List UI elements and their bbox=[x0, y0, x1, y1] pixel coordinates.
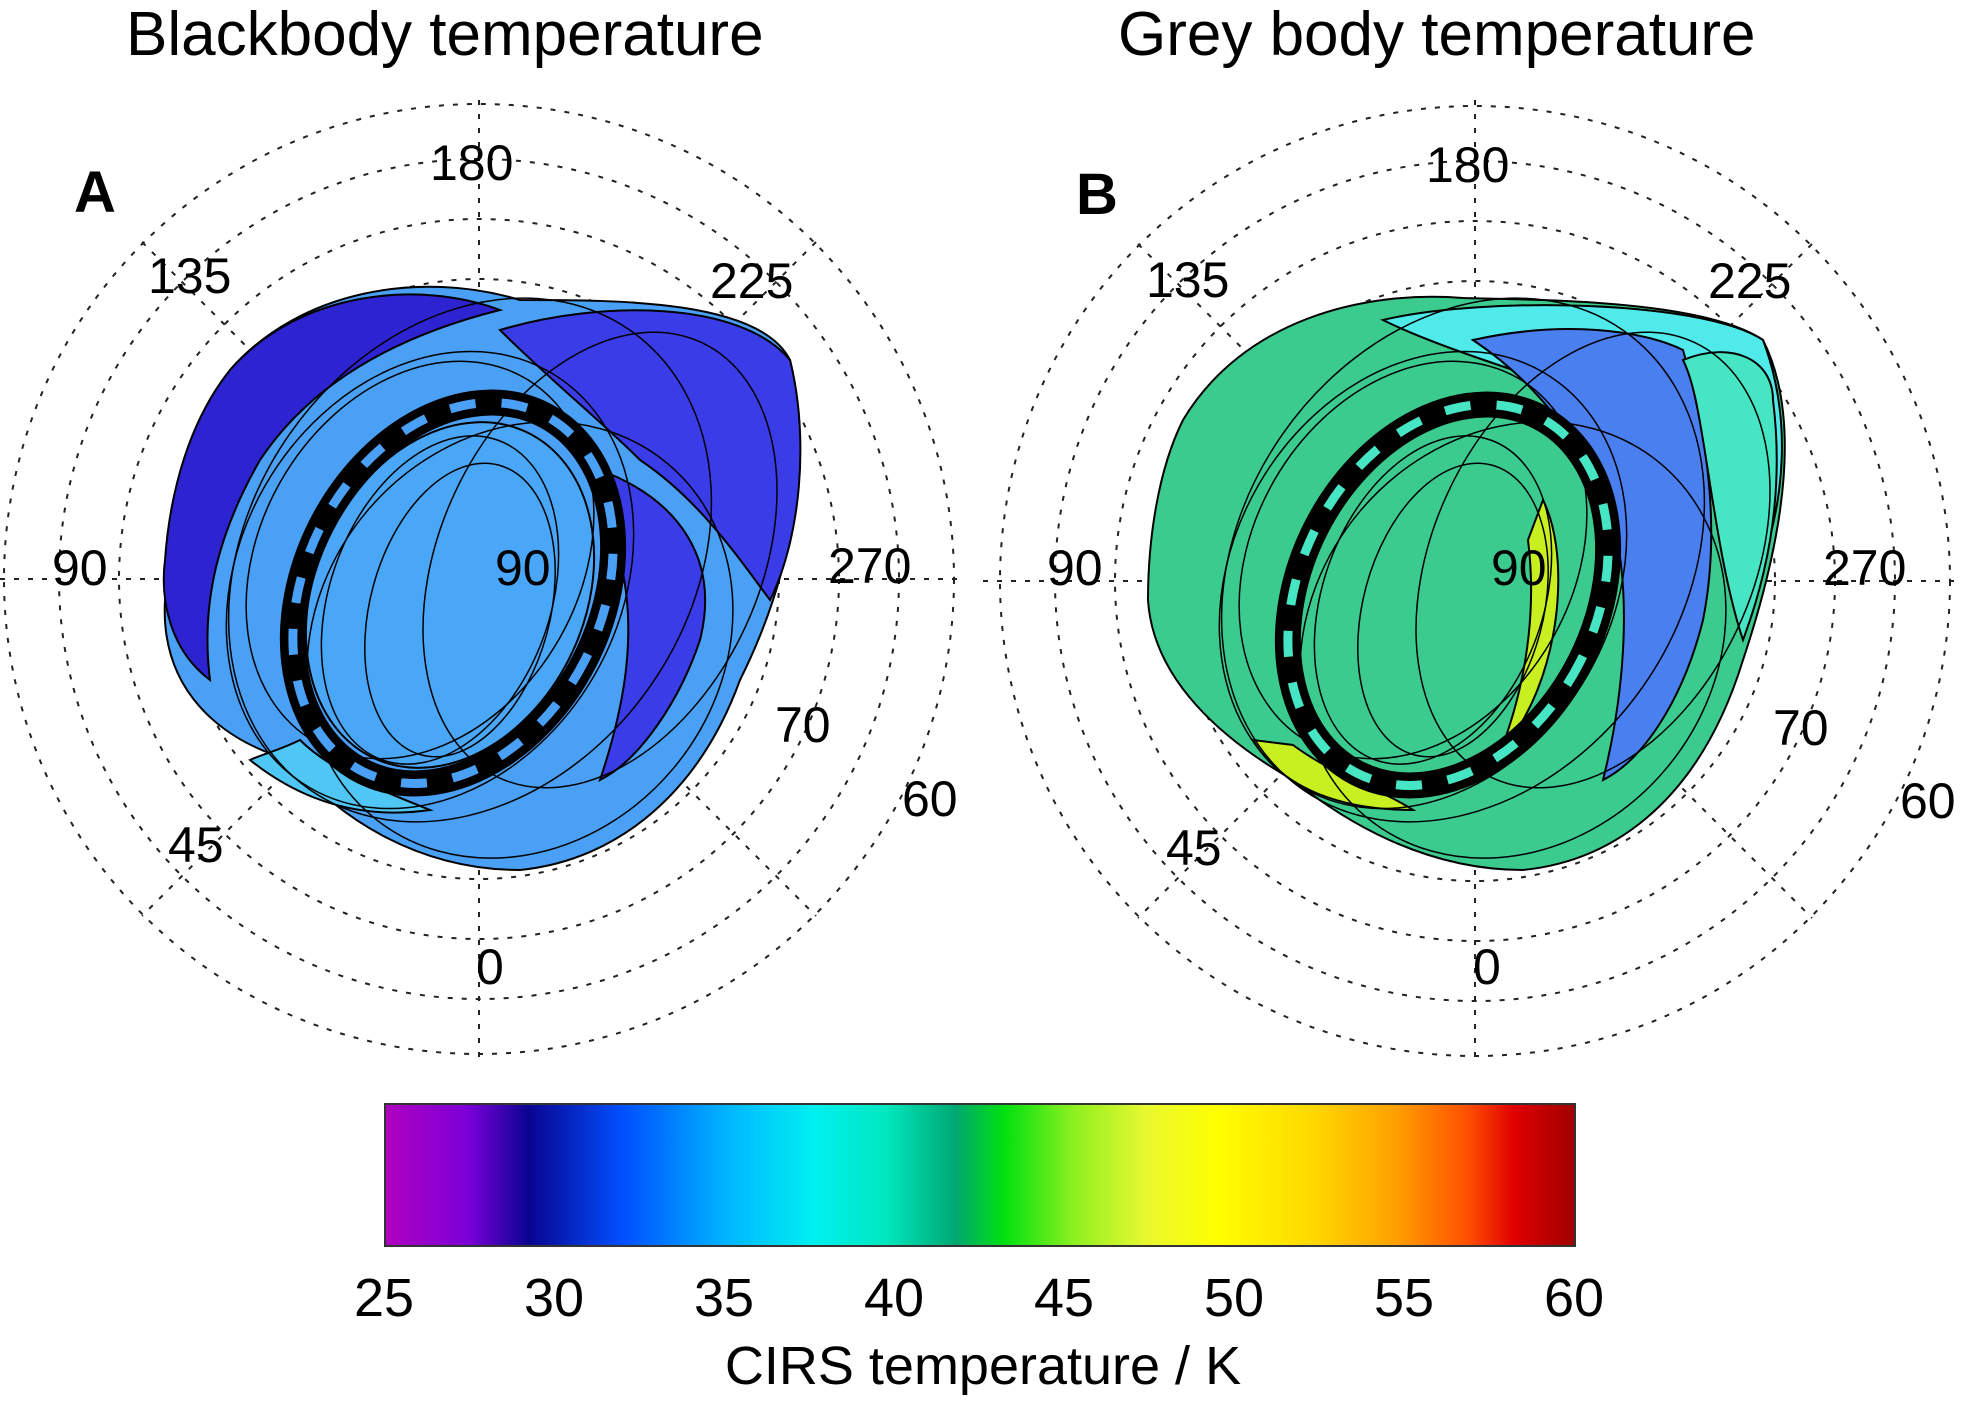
temperature-regions bbox=[162, 285, 802, 872]
svg-text:45: 45 bbox=[168, 817, 224, 873]
panel-b-title: Grey body temperature bbox=[1118, 0, 1756, 69]
svg-text:225: 225 bbox=[710, 253, 793, 309]
polar-plot-b: 180 135 225 90 90 270 70 60 45 0 bbox=[983, 100, 1958, 1060]
colorbar bbox=[384, 1103, 1576, 1247]
svg-text:180: 180 bbox=[1426, 137, 1509, 193]
svg-text:180: 180 bbox=[430, 135, 513, 191]
svg-text:60: 60 bbox=[1900, 773, 1956, 829]
svg-text:70: 70 bbox=[775, 697, 831, 753]
svg-text:90: 90 bbox=[1047, 540, 1103, 596]
colorbar-label: CIRS temperature / K bbox=[724, 1336, 1242, 1396]
svg-text:90: 90 bbox=[52, 540, 108, 596]
svg-text:45: 45 bbox=[1166, 820, 1222, 876]
dashed-ring bbox=[1283, 400, 1613, 790]
colorbar-tick-45: 45 bbox=[1033, 1268, 1095, 1328]
svg-text:0: 0 bbox=[476, 939, 504, 995]
svg-text:90: 90 bbox=[495, 540, 551, 596]
colorbar-tick-60: 60 bbox=[1543, 1268, 1605, 1328]
colorbar-tick-55: 55 bbox=[1373, 1268, 1435, 1328]
panel-b-letter: B bbox=[1076, 162, 1118, 227]
svg-text:270: 270 bbox=[1823, 540, 1906, 596]
svg-text:135: 135 bbox=[148, 248, 231, 304]
svg-text:70: 70 bbox=[1773, 700, 1829, 756]
dashed-ring bbox=[288, 398, 618, 788]
svg-text:0: 0 bbox=[1473, 939, 1501, 995]
footprint-outlines bbox=[1218, 297, 1771, 859]
tick-labels: 180 135 225 90 90 270 70 60 45 0 bbox=[52, 135, 958, 995]
svg-text:90: 90 bbox=[1491, 540, 1547, 596]
footprint-outlines bbox=[225, 297, 778, 859]
svg-text:135: 135 bbox=[1146, 252, 1229, 308]
colorbar-tick-25: 25 bbox=[353, 1268, 415, 1328]
svg-text:225: 225 bbox=[1708, 253, 1791, 309]
colorbar-tick-35: 35 bbox=[693, 1268, 755, 1328]
panel-a-letter: A bbox=[74, 160, 116, 225]
polar-plot-a: 180 135 225 90 90 270 70 60 45 0 bbox=[0, 100, 958, 1058]
colorbar-tick-50: 50 bbox=[1203, 1268, 1265, 1328]
colorbar-tick-40: 40 bbox=[863, 1268, 925, 1328]
panel-a-title: Blackbody temperature bbox=[126, 0, 764, 69]
svg-text:270: 270 bbox=[828, 538, 911, 594]
colorbar-tick-30: 30 bbox=[523, 1268, 585, 1328]
tick-labels: 180 135 225 90 90 270 70 60 45 0 bbox=[1047, 137, 1956, 995]
svg-text:60: 60 bbox=[902, 771, 958, 827]
